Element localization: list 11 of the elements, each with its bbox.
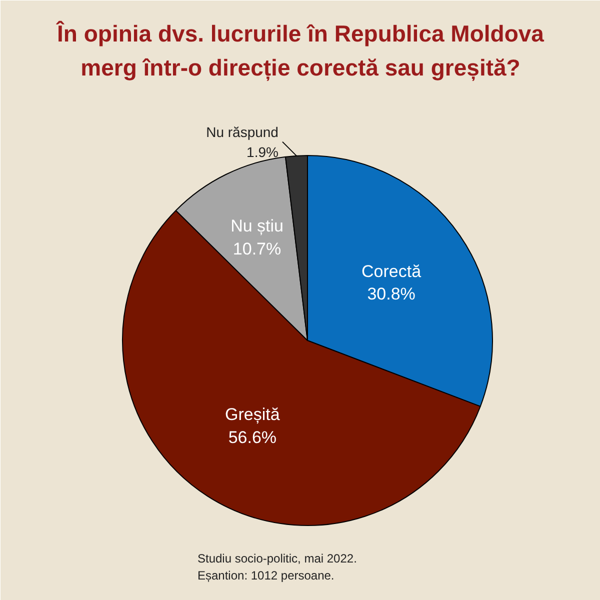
data-label: 56.6%: [228, 428, 277, 447]
data-label: 30.8%: [367, 284, 416, 304]
slice-label: Nu răspund: [206, 124, 278, 140]
data-label: 1.9%: [246, 144, 278, 160]
text: Eșantion: 1012 persoane.: [198, 568, 334, 582]
data-label: 10.7%: [232, 239, 282, 258]
slice-label: Nu știu: [230, 216, 284, 236]
chart-title: În opinia dvs. lucrurile în Republica Moldova merg într-o direcție corectă sau greșită?: [56, 20, 544, 82]
slice-label: Greșită: [225, 405, 280, 424]
slice-label: Corectă: [362, 262, 422, 281]
text: Studiu socio-politic, mai 2022.: [198, 552, 357, 566]
